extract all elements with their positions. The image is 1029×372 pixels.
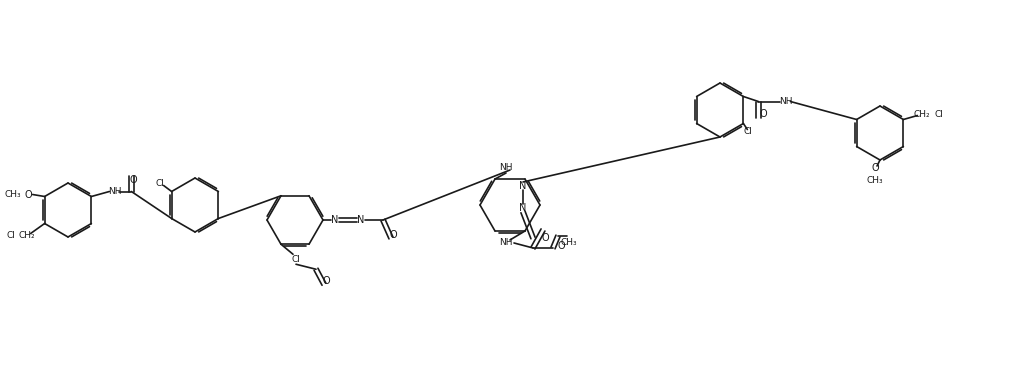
Text: O: O — [759, 109, 768, 119]
Text: O: O — [541, 233, 548, 243]
Text: O: O — [322, 276, 330, 286]
Text: Cl: Cl — [935, 110, 944, 119]
Text: CH₃: CH₃ — [4, 190, 21, 199]
Text: O: O — [389, 230, 397, 240]
Text: CH₃: CH₃ — [561, 238, 577, 247]
Text: Cl: Cl — [291, 255, 300, 264]
Text: O: O — [872, 163, 879, 173]
Text: Cl: Cl — [744, 127, 753, 136]
Text: N: N — [520, 181, 527, 191]
Text: CH₃: CH₃ — [866, 176, 883, 185]
Text: Cl: Cl — [155, 179, 164, 188]
Text: NH: NH — [108, 187, 121, 196]
Text: NH: NH — [779, 97, 792, 106]
Text: O: O — [557, 241, 565, 251]
Text: CH₂: CH₂ — [19, 231, 35, 240]
Text: Cl: Cl — [6, 231, 15, 240]
Text: CH₂: CH₂ — [913, 110, 929, 119]
Text: N: N — [357, 215, 364, 225]
Text: O: O — [130, 174, 137, 185]
Text: N: N — [520, 203, 527, 213]
Text: NH: NH — [499, 163, 512, 171]
Text: O: O — [25, 189, 33, 199]
Text: NH: NH — [499, 238, 512, 247]
Text: N: N — [331, 215, 339, 225]
